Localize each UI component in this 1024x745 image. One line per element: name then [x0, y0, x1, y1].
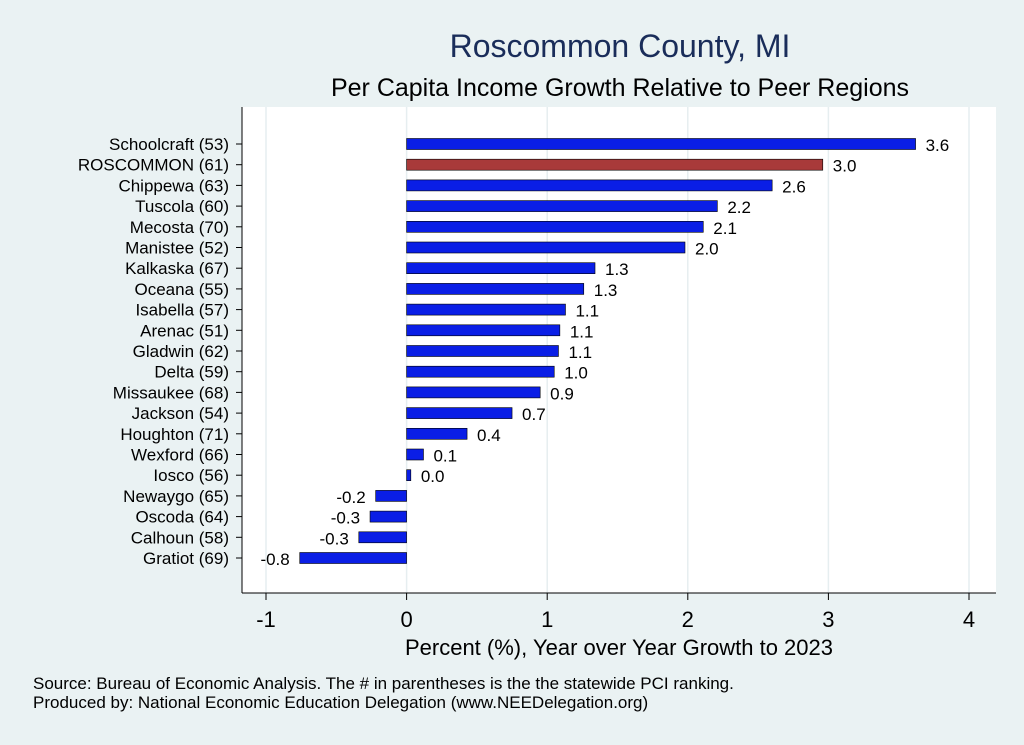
category-label: Wexford (66) [131, 446, 229, 465]
bar-value-label: 1.1 [575, 302, 599, 321]
bar-value-label: 1.3 [605, 260, 629, 279]
category-label: Manistee (52) [125, 239, 229, 258]
bar [406, 407, 513, 419]
category-label: Houghton (71) [120, 425, 229, 444]
bar-value-label: 0.0 [421, 467, 445, 486]
category-label: ROSCOMMON (61) [78, 156, 229, 175]
bar [358, 531, 407, 544]
bar-value-label: -0.2 [336, 488, 365, 507]
category-label: Mecosta (70) [130, 218, 229, 237]
x-tick-label: 0 [400, 607, 412, 632]
source-note: Source: Bureau of Economic Analysis. The… [33, 674, 734, 693]
bar-value-label: 0.4 [477, 426, 501, 445]
bar-value-label: 0.9 [550, 384, 574, 403]
bar [406, 303, 566, 316]
bar [406, 200, 718, 212]
bar [406, 283, 585, 295]
bar [406, 469, 412, 482]
bar [406, 386, 541, 399]
bar [406, 365, 555, 378]
bar-value-label: 1.3 [594, 281, 618, 300]
bar-value-label: 3.6 [926, 136, 950, 155]
bar [406, 158, 824, 171]
x-tick-label: 4 [963, 607, 975, 632]
category-label: Schoolcraft (53) [109, 135, 229, 154]
category-label: Gratiot (69) [143, 549, 229, 568]
bar-value-labels: 3.63.02.62.22.12.01.31.31.11.11.11.00.90… [260, 136, 949, 569]
bar-value-label: 1.1 [570, 322, 594, 341]
x-tick-label: 2 [682, 607, 694, 632]
category-label: Arenac (51) [140, 321, 229, 340]
bar-value-label: 1.0 [564, 364, 588, 383]
category-label: Iosco (56) [153, 466, 229, 485]
bar-value-label: 1.1 [568, 343, 592, 362]
producer-note: Produced by: National Economic Education… [33, 693, 649, 712]
bar [375, 490, 407, 502]
bars [299, 138, 916, 564]
bar [369, 510, 407, 523]
x-axis-label: Percent (%), Year over Year Growth to 20… [405, 635, 833, 660]
bar [406, 241, 686, 254]
x-tick-label: 3 [822, 607, 834, 632]
category-label: Delta (59) [154, 363, 229, 382]
bar [406, 448, 424, 461]
bar [299, 552, 407, 564]
category-label: Missaukee (68) [113, 383, 229, 402]
bar-value-label: -0.3 [331, 509, 360, 528]
bar [406, 427, 468, 440]
category-label: Tuscola (60) [135, 197, 229, 216]
category-label: Gladwin (62) [133, 342, 229, 361]
bar [406, 138, 916, 150]
category-label: Jackson (54) [132, 404, 229, 423]
bar-value-label: 0.1 [433, 447, 457, 466]
bar-value-label: 2.0 [695, 240, 719, 259]
category-label: Oscoda (64) [135, 508, 229, 527]
bar-value-label: 3.0 [833, 157, 857, 176]
category-label: Isabella (57) [135, 301, 229, 320]
category-label: Calhoun (58) [131, 528, 229, 547]
x-tick-label: -1 [256, 607, 276, 632]
x-ticks: -1 0 1 2 3 4 [256, 593, 975, 632]
bar-value-label: 2.2 [727, 198, 751, 217]
bar-value-label: 0.7 [522, 405, 546, 424]
chart-title: Roscommon County, MI [449, 28, 791, 64]
bar [406, 221, 704, 233]
bar-value-label: -0.8 [260, 550, 289, 569]
bar [406, 324, 561, 337]
category-label: Oceana (55) [135, 280, 230, 299]
chart-subtitle: Per Capita Income Growth Relative to Pee… [330, 74, 910, 102]
bar-value-label: 2.1 [713, 219, 737, 238]
category-label: Chippewa (63) [118, 176, 229, 195]
category-labels: Schoolcraft (53) ROSCOMMON (61)Chippewa (… [78, 135, 242, 568]
category-label: Newaygo (65) [123, 487, 229, 506]
category-label: Kalkaska (67) [125, 259, 229, 278]
x-tick-label: 1 [541, 607, 553, 632]
bar [406, 345, 559, 357]
bar [406, 179, 773, 192]
bar-value-label: 2.6 [782, 177, 806, 196]
bar-value-label: -0.3 [319, 529, 348, 548]
bar [406, 262, 596, 275]
